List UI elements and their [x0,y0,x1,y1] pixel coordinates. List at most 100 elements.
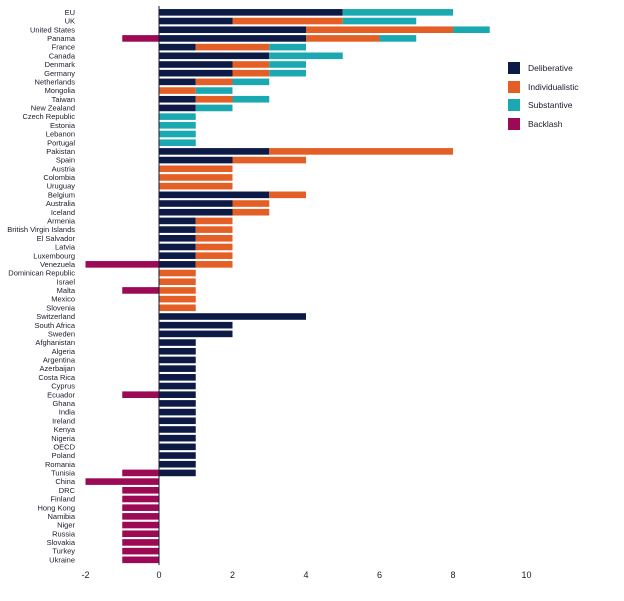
bars [85,9,490,564]
bar-spain-individualistic [232,156,306,164]
category-label-venezuela: Venezuela [40,260,76,269]
bar-australia-deliberative [159,200,233,207]
category-label-netherlands: Netherlands [35,77,76,86]
bar-malta-backlash [122,287,159,294]
bar-pakistan-individualistic [269,148,453,155]
bar-luxembourg-deliberative [159,252,196,259]
category-label-colombia: Colombia [43,173,76,182]
bar-uk-individualistic [232,17,343,25]
bar-france-deliberative [159,43,196,51]
legend-label-backlash: Backlash [528,118,563,129]
bar-el-salvador-individualistic [195,234,233,242]
category-label-russia: Russia [52,529,76,538]
bar-slovakia-backlash [122,539,159,546]
bar-ecuador-deliberative [159,391,196,399]
x-tick-label-2: -2 [81,570,89,580]
bar-belgium-individualistic [269,191,306,199]
bar-romania-deliberative [159,460,196,468]
bar-germany-individualistic [232,69,270,77]
category-label-india: India [59,408,76,417]
bar-luxembourg-individualistic [195,252,233,259]
category-label-dominican-republic: Dominican Republic [8,269,75,278]
bar-germany-deliberative [159,69,233,77]
category-label-portugal: Portugal [47,138,75,147]
bar-taiwan-deliberative [159,95,196,103]
category-label-mongolia: Mongolia [45,86,76,95]
category-label-south-africa: South Africa [35,321,76,330]
bar-india-deliberative [159,408,196,416]
bar-iceland-individualistic [232,208,270,216]
bar-ireland-deliberative [159,417,196,425]
bar-niger-backlash [122,521,159,529]
bar-oecd-deliberative [159,443,196,451]
bar-australia-individualistic [232,200,270,207]
bar-canada-deliberative [159,52,270,60]
category-label-oecd: OECD [53,442,75,451]
category-label-taiwan: Taiwan [52,95,75,104]
x-tick-label-8: 8 [450,570,455,580]
bar-drc-backlash [122,486,159,494]
category-label-luxembourg: Luxembourg [33,251,75,260]
bar-venezuela-individualistic [195,261,233,268]
category-label-israel: Israel [57,277,76,286]
bar-china-backlash [85,478,159,485]
bar-taiwan-substantive [232,95,270,103]
bar-eu-deliberative [159,9,343,16]
bar-ghana-deliberative [159,400,196,407]
legend-swatch-individualistic [508,80,520,93]
legend-item-backlash: Backlash [508,117,579,130]
category-label-iceland: Iceland [51,208,75,217]
category-label-latvia: Latvia [55,243,76,252]
bar-estonia-substantive [159,122,196,129]
category-label-ireland: Ireland [52,416,75,425]
category-label-france: France [52,43,75,52]
category-label-germany: Germany [44,69,75,78]
category-label-drc: DRC [59,486,76,495]
bar-panama-backlash [122,35,159,42]
bar-british-virgin-islands-individualistic [195,226,233,233]
category-label-new-zealand: New Zealand [31,104,75,113]
category-label-armenia: Armenia [47,217,76,226]
category-label-united-states: United States [30,25,75,34]
bar-mongolia-individualistic [159,87,196,94]
category-label-slovenia: Slovenia [46,303,76,312]
category-label-hong-kong: Hong Kong [37,503,75,512]
bar-netherlands-deliberative [159,78,196,86]
category-label-ghana: Ghana [52,399,75,408]
x-tick-label-4: 4 [303,570,308,580]
bar-denmark-substantive [269,61,306,68]
category-label-nigeria: Nigeria [51,434,76,443]
bar-tunisia-deliberative [159,469,196,477]
bar-armenia-individualistic [195,217,233,225]
legend-item-deliberative: Deliberative [508,62,579,74]
legend-label-substantive: Substantive [528,100,573,110]
category-label-malta: Malta [57,286,76,295]
bar-venezuela-backlash [85,261,159,268]
bar-finland-backlash [122,495,159,503]
bar-czech-republic-substantive [159,113,196,120]
bar-united-states-individualistic [306,26,453,34]
legend-swatch-backlash [508,117,520,130]
bar-argentina-deliberative [159,356,196,364]
bar-namibia-backlash [122,513,159,520]
bar-ecuador-backlash [122,391,159,399]
bar-panama-deliberative [159,35,306,42]
bar-el-salvador-deliberative [159,234,196,242]
bar-france-substantive [269,43,306,51]
legend-label-deliberative: Deliberative [528,63,573,73]
category-label-algeria: Algeria [52,347,76,356]
category-label-cyprus: Cyprus [51,382,75,391]
bar-costa-rica-deliberative [159,374,196,381]
legend-item-substantive: Substantive [508,99,579,111]
category-label-lebanon: Lebanon [46,130,75,139]
x-tick-label-0: 0 [156,570,161,580]
bar-austria-individualistic [159,165,233,173]
bar-new-zealand-substantive [195,104,233,112]
category-label-spain: Spain [56,156,75,165]
bar-denmark-deliberative [159,61,233,68]
bar-israel-individualistic [159,278,196,286]
category-label-azerbaijan: Azerbaijan [40,364,75,373]
bar-nigeria-deliberative [159,434,196,442]
category-label-estonia: Estonia [50,121,76,130]
category-label-el-salvador: El Salvador [37,234,76,243]
